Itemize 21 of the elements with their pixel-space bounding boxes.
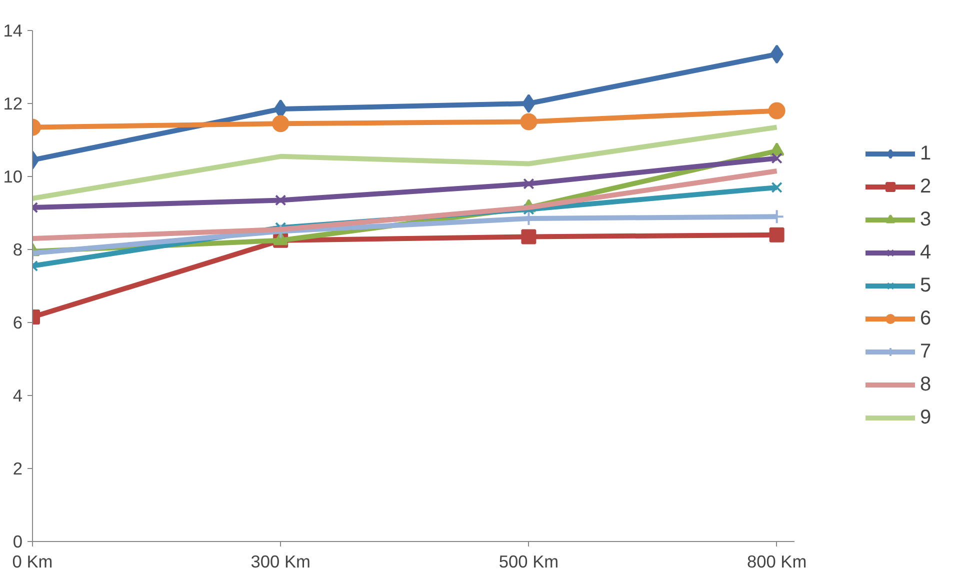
y-tick-label: 4 xyxy=(12,386,23,406)
x-tick-label: 500 Km xyxy=(498,552,559,572)
y-tick-label: 10 xyxy=(3,166,23,186)
y-tick-label: 2 xyxy=(12,458,23,478)
x-tick-label: 800 Km xyxy=(746,552,807,572)
y-tick-label: 6 xyxy=(12,312,23,332)
legend-label: 6 xyxy=(920,307,932,330)
y-tick-label: 12 xyxy=(3,94,23,114)
legend-label: 9 xyxy=(920,406,932,429)
legend-label: 2 xyxy=(920,175,932,198)
legend-label: 1 xyxy=(920,142,932,165)
legend-label: 4 xyxy=(920,241,932,264)
y-tick-label: 0 xyxy=(12,532,23,552)
legend-label: 3 xyxy=(920,208,932,231)
legend-label: 5 xyxy=(920,274,932,297)
x-tick-label: 0 Km xyxy=(12,552,53,572)
legend-label: 8 xyxy=(920,373,932,396)
x-tick-label: 300 Km xyxy=(250,552,310,572)
y-tick-label: 14 xyxy=(3,20,23,40)
legend-label: 7 xyxy=(920,340,932,363)
y-tick-label: 8 xyxy=(12,240,23,260)
